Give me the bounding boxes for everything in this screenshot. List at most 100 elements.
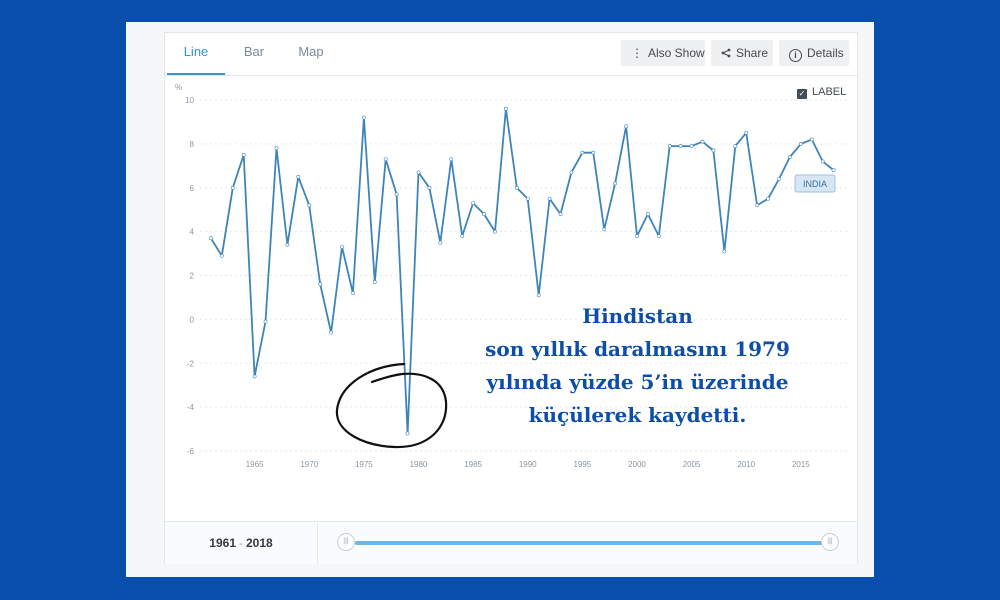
data-point[interactable] bbox=[569, 170, 574, 175]
data-point[interactable] bbox=[340, 245, 344, 249]
data-point[interactable] bbox=[667, 144, 672, 148]
data-point[interactable] bbox=[591, 150, 596, 155]
data-point[interactable] bbox=[241, 152, 246, 157]
data-point[interactable] bbox=[438, 240, 443, 245]
data-point[interactable] bbox=[307, 203, 312, 208]
annotation-line-2: son yıllık daralmasını 1979 bbox=[485, 337, 790, 361]
share-label: Share bbox=[736, 46, 769, 60]
x-tick-label: 2010 bbox=[737, 460, 755, 469]
data-point[interactable] bbox=[777, 177, 781, 181]
chart-type-tabs: Line Bar Map ⋮ Also Show Share i Details bbox=[165, 33, 857, 76]
data-point[interactable] bbox=[252, 374, 257, 379]
data-point[interactable] bbox=[329, 330, 333, 335]
data-point[interactable] bbox=[405, 431, 410, 436]
data-point[interactable] bbox=[449, 157, 454, 162]
data-point[interactable] bbox=[744, 131, 749, 135]
y-tick-label: 2 bbox=[190, 272, 195, 281]
data-point[interactable] bbox=[285, 242, 290, 247]
range-start-handle[interactable]: ||| bbox=[337, 533, 355, 551]
data-point[interactable] bbox=[722, 249, 727, 254]
tab-bar[interactable]: Bar bbox=[243, 44, 265, 59]
range-end-handle[interactable]: ||| bbox=[821, 533, 839, 551]
data-point[interactable] bbox=[503, 106, 508, 111]
data-point[interactable] bbox=[230, 185, 235, 190]
y-tick-label: -2 bbox=[187, 359, 195, 368]
data-point[interactable] bbox=[372, 280, 377, 284]
data-point[interactable] bbox=[766, 196, 770, 201]
data-point[interactable] bbox=[482, 212, 486, 216]
data-point[interactable] bbox=[820, 159, 825, 164]
share-icon bbox=[721, 40, 731, 66]
data-point[interactable] bbox=[788, 155, 792, 159]
data-point[interactable] bbox=[809, 137, 814, 142]
data-point[interactable] bbox=[700, 139, 705, 144]
data-point[interactable] bbox=[733, 144, 738, 148]
data-point[interactable] bbox=[394, 192, 399, 197]
data-point[interactable] bbox=[351, 291, 355, 295]
series-label-box bbox=[794, 174, 836, 193]
range-end: 2018 bbox=[246, 536, 273, 550]
data-point[interactable] bbox=[656, 234, 661, 238]
data-point[interactable] bbox=[635, 234, 639, 238]
data-point[interactable] bbox=[645, 212, 650, 216]
label-toggle-text: LABEL bbox=[812, 86, 847, 98]
series-end-label: INDIA bbox=[794, 174, 836, 193]
y-tick-labels: 10 8 6 4 2 0 -2 -4 -6 bbox=[185, 96, 194, 456]
details-label: Details bbox=[807, 46, 844, 60]
x-tick-label: 1965 bbox=[246, 460, 264, 469]
data-point[interactable] bbox=[547, 196, 552, 201]
share-button[interactable]: Share bbox=[711, 40, 773, 66]
y-tick-label: 0 bbox=[190, 315, 195, 324]
annotation-line-4: küçülerek kaydetti. bbox=[528, 403, 747, 427]
data-point[interactable] bbox=[383, 157, 388, 162]
data-point[interactable] bbox=[711, 148, 716, 153]
data-point[interactable] bbox=[536, 293, 541, 298]
data-point[interactable] bbox=[274, 146, 279, 151]
data-point[interactable] bbox=[689, 144, 694, 148]
data-point[interactable] bbox=[624, 124, 628, 129]
data-point[interactable] bbox=[263, 319, 268, 324]
data-point[interactable] bbox=[318, 282, 323, 287]
tab-line[interactable]: Line bbox=[167, 33, 225, 75]
x-tick-label: 1990 bbox=[519, 460, 537, 469]
details-button[interactable]: i Details bbox=[779, 40, 849, 66]
label-toggle[interactable]: ✓ LABEL bbox=[797, 86, 846, 99]
data-point[interactable] bbox=[361, 115, 366, 120]
x-tick-label: 1980 bbox=[410, 460, 428, 469]
data-point[interactable] bbox=[613, 181, 618, 186]
data-point[interactable] bbox=[219, 253, 224, 258]
range-slider-track[interactable] bbox=[355, 541, 829, 545]
data-point[interactable] bbox=[493, 229, 497, 234]
data-point[interactable] bbox=[471, 201, 476, 206]
data-point[interactable] bbox=[416, 170, 421, 175]
data-point[interactable] bbox=[755, 203, 760, 208]
data-point[interactable] bbox=[209, 236, 213, 241]
annotation-line-1: Hindistan bbox=[582, 304, 693, 328]
x-tick-label: 1975 bbox=[355, 460, 373, 469]
data-point[interactable] bbox=[580, 150, 585, 155]
data-point[interactable] bbox=[514, 185, 519, 190]
data-point[interactable] bbox=[460, 234, 465, 238]
x-tick-label: 1970 bbox=[300, 460, 318, 469]
y-tick-label: 6 bbox=[190, 184, 195, 193]
time-range-bar: 1961-2018 ||| ||| bbox=[165, 521, 857, 564]
data-point[interactable] bbox=[831, 168, 836, 173]
data-point[interactable] bbox=[558, 212, 563, 216]
y-tick-label: -6 bbox=[187, 447, 195, 456]
data-point[interactable] bbox=[798, 141, 803, 146]
y-axis-label: % bbox=[175, 83, 182, 92]
data-point[interactable] bbox=[602, 227, 607, 232]
data-point[interactable] bbox=[296, 174, 301, 179]
range-start: 1961 bbox=[209, 536, 236, 550]
also-show-button[interactable]: ⋮ Also Show bbox=[621, 40, 705, 66]
x-tick-label: 2005 bbox=[683, 460, 701, 469]
y-tick-label: 10 bbox=[185, 96, 194, 105]
data-point[interactable] bbox=[525, 196, 530, 201]
tab-map[interactable]: Map bbox=[298, 44, 324, 59]
series-name-label: INDIA bbox=[803, 179, 827, 189]
series-line-india bbox=[210, 107, 835, 435]
y-tick-label: 4 bbox=[190, 228, 195, 237]
data-point[interactable] bbox=[678, 144, 683, 148]
data-point[interactable] bbox=[427, 185, 432, 190]
